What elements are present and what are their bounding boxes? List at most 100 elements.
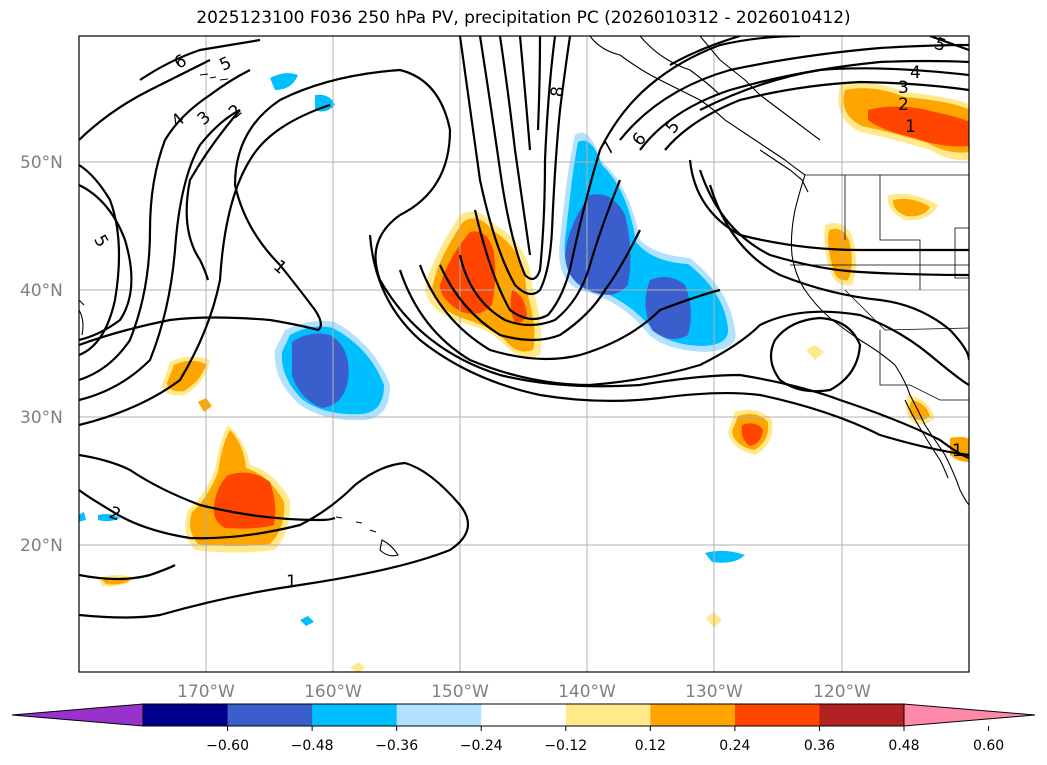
contour-1	[79, 264, 322, 347]
contour-label: 2	[898, 95, 909, 115]
map-title: 2025123100 F036 250 hPa PV, precipitatio…	[196, 8, 851, 28]
contour-7	[473, 149, 602, 321]
contour-label: 1	[952, 441, 963, 461]
colorbar-extend-low	[11, 703, 144, 727]
colorbar-segment	[312, 704, 398, 726]
colorbar-segment	[819, 704, 905, 726]
contour-2	[185, 109, 241, 281]
precip-positive-area	[892, 198, 930, 217]
precip-negative-area	[292, 333, 349, 408]
lat-label: 50°N	[20, 153, 63, 173]
lon-label: 160°W	[304, 682, 362, 702]
colorbar-segment	[650, 704, 736, 726]
colorbar-segment	[396, 704, 482, 726]
contour-1	[79, 564, 176, 581]
colorbar-segment	[734, 704, 820, 726]
contour-label: 3	[194, 107, 215, 129]
lat-label: 30°N	[20, 408, 63, 428]
contour-2	[708, 184, 969, 361]
contour-7	[619, 43, 969, 141]
contour-label: 6	[629, 129, 651, 150]
contour-label: 8	[548, 85, 569, 98]
contour-label: 7	[598, 138, 620, 159]
colorbar-segment	[565, 704, 651, 726]
contour-label: 5	[217, 53, 235, 76]
contour-3	[698, 169, 969, 277]
colorbar-segments	[143, 704, 905, 726]
precip-negative-area	[300, 616, 314, 626]
precip-positive-area	[868, 106, 969, 147]
contour-5	[79, 184, 133, 342]
contour-6	[639, 59, 969, 151]
contour-3	[79, 103, 331, 427]
colorbar-frame	[142, 703, 905, 727]
lon-label: 140°W	[558, 682, 616, 702]
precip-positive-area	[213, 472, 276, 529]
contour-4	[79, 109, 241, 402]
lat-label: 40°N	[20, 281, 63, 301]
contour-label: 2	[225, 101, 246, 123]
contour-8	[498, 36, 532, 256]
borders	[790, 174, 969, 401]
colorbar-tick-label: −0.48	[291, 738, 334, 754]
precip-positive-area	[510, 290, 527, 323]
latitude-labels: 50°N 40°N 30°N 20°N	[20, 153, 63, 556]
contour-7	[79, 59, 211, 141]
contour-8	[518, 36, 542, 151]
contour-2	[368, 234, 969, 457]
precip-positive-area	[828, 228, 852, 281]
precip-positive-area	[741, 423, 763, 446]
contour-5	[79, 69, 251, 382]
contour-7	[599, 36, 801, 151]
contour-5	[664, 80, 969, 151]
colorbar-tick-label: 0.60	[973, 738, 1004, 754]
lon-label: 130°W	[685, 682, 743, 702]
colorbar-extend-high	[903, 703, 1036, 727]
colorbar-tick-label: 0.12	[635, 738, 666, 754]
contour-label: 1	[286, 572, 297, 592]
contour-3	[398, 269, 969, 387]
contour-label: 4	[910, 63, 921, 83]
colorbar-ticks: −0.60 −0.48 −0.36 −0.24 −0.12 0.12 0.24 0.36 0.4…	[206, 726, 1004, 754]
contour-label: 2	[106, 503, 123, 525]
precip-positive-area	[909, 400, 930, 421]
contour-label: 1	[905, 117, 916, 137]
precip-positive-area	[440, 231, 496, 314]
contour-5	[929, 36, 969, 52]
precip-negative-area	[705, 550, 745, 563]
precip-positive-area	[806, 345, 824, 360]
contour-5	[438, 229, 641, 342]
contour-4	[418, 264, 721, 361]
colorbar-tick-label: 0.36	[804, 738, 835, 754]
lat-label: 20°N	[20, 536, 63, 556]
contour-label: 5	[89, 232, 112, 251]
contour-6	[139, 38, 261, 81]
contour-1	[769, 316, 862, 393]
colorbar-tick-label: −0.60	[206, 738, 249, 754]
colorbar-segment	[227, 704, 313, 726]
colorbar: −0.60 −0.48 −0.36 −0.24 −0.12 0.12 0.24 0.36 0.4…	[11, 703, 1036, 754]
precip-shading	[79, 73, 969, 672]
precip-negative-area	[79, 512, 86, 522]
precip-positive-area	[350, 662, 366, 672]
longitude-labels: 170°W 160°W 150°W 140°W 130°W 120°W	[177, 682, 871, 702]
map-frame	[78, 35, 970, 673]
precip-negative-area	[98, 514, 120, 522]
lon-label: 120°W	[813, 682, 871, 702]
colorbar-segment	[143, 704, 229, 726]
contour-2	[79, 453, 336, 522]
precip-negative-area	[270, 73, 298, 90]
graticule	[79, 36, 969, 672]
contour-1	[79, 461, 470, 619]
colorbar-tick-label: −0.24	[460, 738, 503, 754]
contour-4	[688, 159, 969, 252]
contour-label: 3	[898, 78, 909, 98]
contour-8	[458, 36, 572, 296]
pv-contours	[79, 36, 969, 619]
colorbar-tick-label: −0.36	[375, 738, 418, 754]
colorbar-tick-label: 0.24	[719, 738, 750, 754]
contour-1	[233, 68, 969, 460]
contour-6	[669, 36, 741, 66]
map-plot-area: 1 1 1 2 2 2 3 3 4 4 5 5 5 6 6 7 8 5 1	[79, 36, 969, 672]
